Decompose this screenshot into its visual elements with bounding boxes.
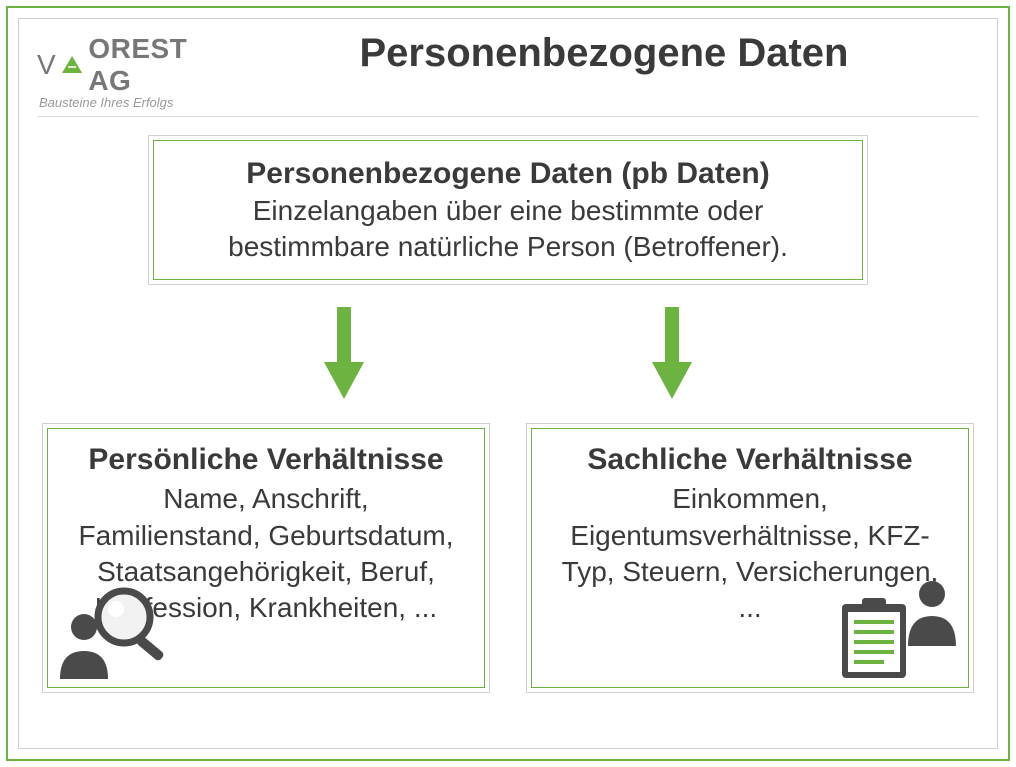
divider (37, 116, 979, 117)
logo-letter: V (37, 49, 56, 80)
header: V OREST AG Bausteine Ihres Erfolgs Perso… (37, 29, 979, 110)
inner-frame: V OREST AG Bausteine Ihres Erfolgs Perso… (18, 18, 998, 749)
arrow-down-icon (320, 307, 368, 403)
right-heading: Sachliche Verhältnisse (560, 443, 940, 477)
arrow-down-icon (648, 307, 696, 403)
logo-tagline: Bausteine Ihres Erfolgs (39, 95, 217, 110)
person-magnifier-icon (54, 573, 174, 683)
logo-name: OREST AG (88, 33, 217, 97)
right-box: Sachliche Verhältnisse Einkommen, Eigent… (526, 423, 974, 693)
triangle-icon (60, 51, 84, 79)
definition-box: Personenbezogene Daten (pb Daten) Einzel… (148, 135, 868, 285)
left-heading: Persönliche Verhältnisse (76, 443, 456, 477)
definition-body: Einzelangaben über eine bestimmte oder b… (182, 193, 834, 266)
definition-heading: Personenbezogene Daten (pb Daten) (182, 155, 834, 193)
arrows (37, 307, 979, 403)
logo: V OREST AG Bausteine Ihres Erfolgs (37, 29, 217, 110)
page-title: Personenbezogene Daten (229, 29, 979, 76)
left-box: Persönliche Verhältnisse Name, Anschrift… (42, 423, 490, 693)
outer-frame: V OREST AG Bausteine Ihres Erfolgs Perso… (6, 6, 1010, 761)
person-clipboard-icon (832, 568, 962, 683)
